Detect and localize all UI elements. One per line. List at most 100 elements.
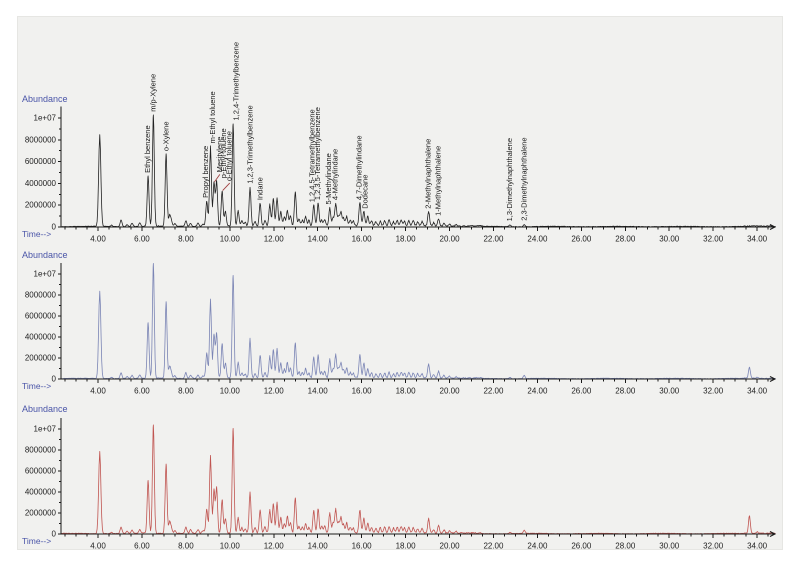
y-tick-label: 1e+07 xyxy=(34,270,57,279)
x-tick-label: 6.00 xyxy=(134,235,150,244)
y-tick-label: 4000000 xyxy=(25,179,57,188)
y-tick-label: 8000000 xyxy=(25,446,57,455)
y-tick-label: 1e+07 xyxy=(34,114,57,123)
x-tick-label: 18.00 xyxy=(396,542,417,551)
x-tick-label: 32.00 xyxy=(703,235,724,244)
x-tick-label: 16.00 xyxy=(352,387,373,396)
x-tick-label: 24.00 xyxy=(527,235,548,244)
y-tick-label: 2000000 xyxy=(25,354,57,363)
peak-label: 4-Methylindane xyxy=(330,149,339,200)
peak-label: o-Ethyl toluene xyxy=(225,131,234,181)
y-tick-label: 6000000 xyxy=(25,467,57,476)
peak-label-leader-line xyxy=(222,182,231,191)
x-tick-label: 6.00 xyxy=(134,387,150,396)
x-axis-arrow xyxy=(769,531,777,537)
x-tick-label: 28.00 xyxy=(615,387,636,396)
peak-label: 1-Methylnaphthalene xyxy=(434,146,443,216)
peak-label: Mesitylene xyxy=(215,137,224,173)
peak-label: 5-Methylindane xyxy=(324,153,333,204)
peak-label: Ethyl benzene xyxy=(143,125,152,173)
x-tick-label: 10.00 xyxy=(220,387,241,396)
y-tick-label: 4000000 xyxy=(25,488,57,497)
y-tick-label: 4000000 xyxy=(25,333,57,342)
peak-label: m-Ethyl toluene xyxy=(208,91,217,143)
y-tick-label: 8000000 xyxy=(25,135,57,144)
y-axis-label: Abundance xyxy=(22,404,68,414)
x-tick-label: 30.00 xyxy=(659,235,680,244)
peak-label: m/p-Xylene xyxy=(149,74,158,112)
peak-label: 2-Methylnaphthalene xyxy=(424,139,433,209)
x-tick-label: 6.00 xyxy=(134,542,150,551)
x-tick-label: 16.00 xyxy=(352,235,373,244)
peak-label: 4,7-Dimethylindane xyxy=(355,135,364,200)
chromatogram-plot: 4.00 6.00 8.00 10.00 12.00 14.00 16.00 18.00 20.… xyxy=(25,42,777,551)
peak-label: p-Ethyl toluene xyxy=(219,128,228,178)
x-tick-label: 30.00 xyxy=(659,387,680,396)
x-tick-label: 18.00 xyxy=(396,387,417,396)
y-tick-label: 8000000 xyxy=(25,291,57,300)
y-tick-label: 0 xyxy=(52,223,57,232)
peak-label: 2,3-Dimethylnaphthalene xyxy=(519,137,528,220)
x-tick-label: 12.00 xyxy=(264,235,285,244)
peak-label: 1,2,3-Trimethylbenzene xyxy=(245,105,254,184)
y-tick-label: 0 xyxy=(52,375,57,384)
x-tick-label: 8.00 xyxy=(178,235,194,244)
x-tick-label: 34.00 xyxy=(747,387,768,396)
x-tick-label: 20.00 xyxy=(440,235,461,244)
x-tick-label: 14.00 xyxy=(308,542,329,551)
peak-label: Dodecane xyxy=(360,175,369,209)
x-tick-label: 8.00 xyxy=(178,542,194,551)
x-tick-label: 22.00 xyxy=(483,542,504,551)
x-tick-label: 34.00 xyxy=(747,542,768,551)
x-tick-label: 12.00 xyxy=(264,542,285,551)
x-tick-label: 12.00 xyxy=(264,387,285,396)
x-axis-label: Time--> xyxy=(22,229,52,239)
x-tick-label: 20.00 xyxy=(440,387,461,396)
y-tick-label: 2000000 xyxy=(25,201,57,210)
x-tick-label: 32.00 xyxy=(703,387,724,396)
x-axis-label: Time--> xyxy=(22,381,52,391)
x-tick-label: 16.00 xyxy=(352,542,373,551)
trace-chromatogram-middle-blue xyxy=(60,263,776,380)
y-tick-label: 6000000 xyxy=(25,312,57,321)
y-tick-label: 1e+07 xyxy=(34,425,57,434)
x-tick-label: 24.00 xyxy=(527,542,548,551)
x-tick-label: 26.00 xyxy=(571,387,592,396)
x-tick-label: 14.00 xyxy=(308,387,329,396)
x-tick-label: 34.00 xyxy=(747,235,768,244)
x-tick-label: 10.00 xyxy=(220,235,241,244)
x-tick-label: 4.00 xyxy=(90,235,106,244)
x-tick-label: 26.00 xyxy=(571,542,592,551)
peak-label: 1,2,3,5-Tetramethylbenzene xyxy=(313,107,322,200)
x-tick-label: 28.00 xyxy=(615,235,636,244)
trace-chromatogram-bottom-red xyxy=(60,424,776,535)
peak-label-leader-line xyxy=(214,174,221,183)
y-axis-label: Abundance xyxy=(22,250,68,260)
peak-label: Indane xyxy=(256,177,265,200)
y-tick-label: 6000000 xyxy=(25,157,57,166)
x-tick-label: 22.00 xyxy=(483,387,504,396)
peak-label: o-Xylene xyxy=(161,121,170,151)
x-tick-label: 18.00 xyxy=(396,235,417,244)
y-tick-label: 0 xyxy=(52,530,57,539)
x-axis-label: Time--> xyxy=(22,536,52,546)
x-tick-label: 8.00 xyxy=(178,387,194,396)
peak-label: 1,3-Dimethylnaphthalene xyxy=(505,138,514,221)
x-tick-label: 22.00 xyxy=(483,235,504,244)
chromatogram-canvas: Abundance Abundance Abundance Time--> Ti… xyxy=(17,16,783,551)
x-tick-label: 14.00 xyxy=(308,235,329,244)
x-tick-label: 30.00 xyxy=(659,542,680,551)
x-tick-label: 20.00 xyxy=(440,542,461,551)
y-tick-label: 2000000 xyxy=(25,509,57,518)
x-tick-label: 26.00 xyxy=(571,235,592,244)
x-axis-arrow xyxy=(769,224,777,230)
peak-label: 1,2,4-Trimethylbenzene xyxy=(232,42,241,121)
x-axis-arrow xyxy=(769,376,777,382)
x-tick-label: 4.00 xyxy=(90,387,106,396)
x-tick-label: 4.00 xyxy=(90,542,106,551)
x-tick-label: 32.00 xyxy=(703,542,724,551)
peak-label: Propyl benzene xyxy=(201,146,210,198)
x-tick-label: 10.00 xyxy=(220,542,241,551)
x-tick-label: 24.00 xyxy=(527,387,548,396)
